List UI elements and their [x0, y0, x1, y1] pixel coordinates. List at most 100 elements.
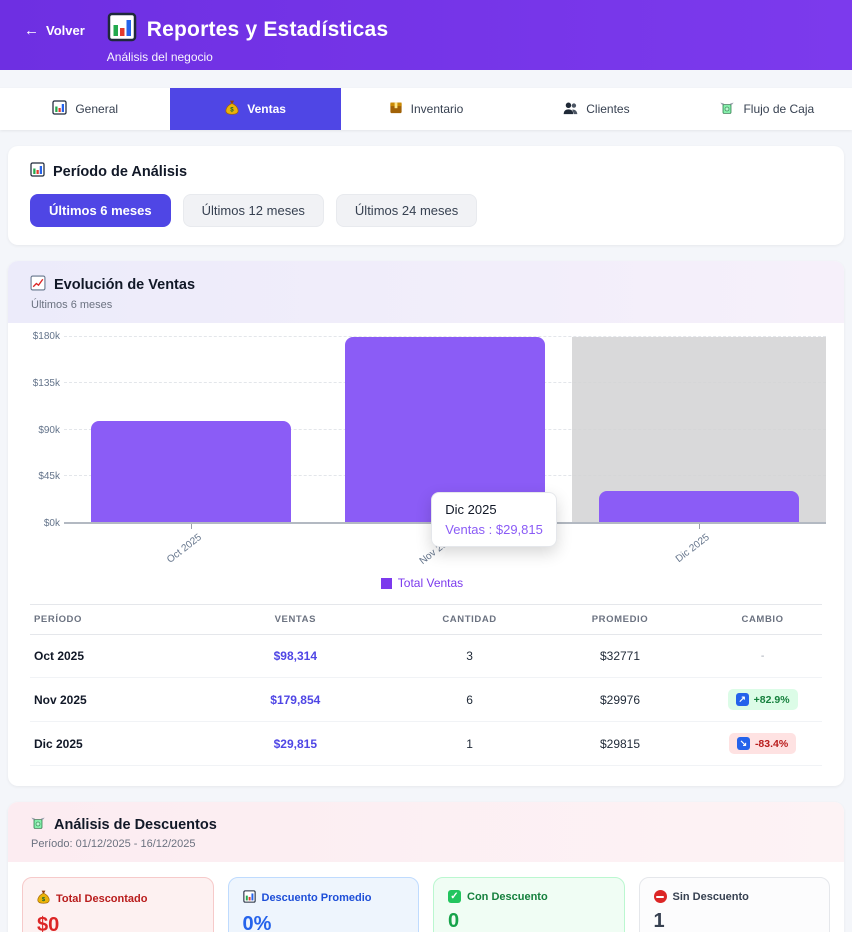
money-bag-icon: $ — [225, 100, 239, 118]
cell-periodo: Dic 2025 — [30, 721, 189, 766]
package-icon — [389, 100, 403, 118]
tab-flujo-caja[interactable]: Flujo de Caja — [682, 88, 852, 130]
cell-promedio: $29976 — [536, 677, 704, 722]
sales-section-title: Evolución de Ventas — [54, 277, 196, 293]
y-tick-label: $90k — [38, 424, 60, 436]
cell-ventas: $29,815 — [188, 721, 403, 766]
period-24m-button[interactable]: Últimos 24 meses — [335, 194, 478, 227]
stat-card-sin-descuento: Sin Descuento 1 100.0% del total — [638, 877, 830, 932]
discount-section-subtitle: Período: 01/12/2025 - 16/12/2025 — [31, 838, 196, 850]
sales-section-subtitle: Últimos 6 meses — [31, 299, 113, 311]
back-arrow-icon: ← — [24, 22, 39, 39]
tab-general[interactable]: General — [0, 88, 170, 130]
discount-card-header: Análisis de Descuentos Período: 01/12/20… — [8, 802, 844, 862]
y-tick-label: $180k — [32, 331, 60, 342]
stat-card-descuento-promedio: Descuento Promedio 0% — [227, 877, 419, 932]
cell-cantidad: 6 — [402, 677, 537, 722]
chart-increasing-icon — [30, 275, 46, 295]
money-wings-icon — [719, 101, 735, 118]
period-card: Período de Análisis Últimos 6 meses Últi… — [8, 146, 844, 245]
check-icon: ✓ — [448, 890, 461, 903]
cell-periodo: Oct 2025 — [30, 634, 189, 678]
sales-card-header: Evolución de Ventas Últimos 6 meses — [8, 261, 844, 323]
chart-plot-area: Dic 2025 Ventas : $29,815 — [64, 336, 826, 547]
cell-promedio: $32771 — [536, 634, 704, 678]
bar-chart-icon — [242, 890, 256, 906]
back-label: Volver — [46, 23, 85, 38]
tab-label: Inventario — [410, 102, 464, 116]
period-6m-button[interactable]: Últimos 6 meses — [30, 194, 171, 227]
tab-label: General — [75, 102, 119, 116]
sales-evolution-card: Evolución de Ventas Últimos 6 meses $0k $… — [8, 261, 844, 786]
legend-swatch-icon — [380, 577, 392, 589]
change-badge: - — [753, 646, 773, 666]
tab-label: Flujo de Caja — [743, 102, 815, 116]
change-badge: ↗ +82.9% — [727, 689, 798, 710]
x-tick — [191, 524, 192, 529]
page-subtitle: Análisis del negocio — [106, 50, 213, 64]
trend-arrow-icon: ↘ — [736, 737, 750, 750]
sales-table: Período Ventas Cantidad Promedio Cambio … — [30, 604, 822, 766]
col-cantidad: Cantidad — [402, 604, 537, 635]
x-tick — [699, 524, 700, 529]
discount-section-title: Análisis de Descuentos — [54, 817, 217, 833]
stat-value: $0 — [37, 914, 60, 932]
bar-chart-icon — [52, 100, 67, 118]
stat-label: Con Descuento — [467, 890, 548, 903]
bar-chart-icon — [107, 12, 137, 47]
legend-label: Total Ventas — [397, 576, 464, 590]
y-axis-labels: $0k $45k $90k $135k $180k — [18, 331, 64, 529]
bar-oct-2025[interactable] — [90, 420, 292, 522]
period-12m-button[interactable]: Últimos 12 meses — [182, 194, 324, 227]
stat-card-con-descuento: ✓ Con Descuento 0 0% del total — [433, 877, 625, 932]
bar-dic-2025[interactable] — [598, 491, 800, 522]
tab-ventas[interactable]: $ Ventas — [170, 88, 341, 130]
table-row: Dic 2025 $29,815 1 $29815 ↘ -83.4% — [30, 721, 822, 766]
cell-periodo: Nov 2025 — [30, 677, 189, 722]
stat-value: 0% — [242, 913, 272, 932]
chart-hover-band — [572, 337, 826, 522]
tab-inventario[interactable]: Inventario — [341, 88, 511, 130]
y-tick-label: $135k — [32, 377, 60, 389]
tooltip-value: Ventas : $29,815 — [445, 522, 543, 537]
tooltip-title: Dic 2025 — [445, 502, 497, 517]
stat-value: 1 — [653, 910, 665, 932]
bar-nov-2025[interactable] — [344, 337, 546, 522]
stat-label: Descuento Promedio — [261, 892, 372, 904]
table-row: Nov 2025 $179,854 6 $29976 ↗ +82.9% — [30, 677, 822, 722]
stat-label: Total Descontado — [56, 892, 148, 905]
stat-card-total-descontado: $ Total Descontado $0 — [22, 877, 214, 932]
money-wings-icon — [30, 816, 46, 834]
col-ventas: Ventas — [188, 604, 403, 635]
cell-cantidad: 1 — [402, 721, 537, 766]
back-button[interactable]: ← Volver — [24, 22, 85, 39]
period-section-title-row: Período de Análisis — [30, 162, 822, 181]
col-cambio: Cambio — [703, 604, 822, 635]
y-tick-label: $45k — [38, 471, 60, 483]
no-entry-icon — [653, 890, 667, 903]
money-bag-icon: $ — [37, 890, 50, 907]
trend-arrow-icon: ↗ — [735, 693, 749, 706]
cell-ventas: $179,854 — [188, 677, 403, 722]
change-value: - — [760, 650, 765, 662]
tab-label: Clientes — [586, 102, 630, 116]
discount-analysis-card: Análisis de Descuentos Período: 01/12/20… — [8, 802, 844, 932]
chart-legend: Total Ventas — [18, 566, 826, 598]
change-value: +82.9% — [753, 693, 790, 706]
bar-chart-icon — [30, 162, 45, 181]
table-header-row: Período Ventas Cantidad Promedio Cambio — [30, 604, 822, 635]
tab-label: Ventas — [247, 102, 286, 116]
col-promedio: Promedio — [536, 604, 704, 635]
x-tick-label: Dic 2025 — [673, 532, 712, 565]
sales-bar-chart: $0k $45k $90k $135k $180k Dic 2025 Ventas : … — [8, 323, 844, 598]
cell-promedio: $29815 — [536, 721, 704, 766]
cell-cantidad: 3 — [402, 634, 537, 678]
table-row: Oct 2025 $98,314 3 $32771 - — [30, 634, 822, 678]
tab-clientes[interactable]: Clientes — [511, 88, 681, 130]
change-value: -83.4% — [754, 737, 789, 750]
cell-ventas: $98,314 — [188, 634, 403, 678]
discount-stats-row: $ Total Descontado $0 Descuento Promedio… — [8, 862, 844, 932]
x-tick-label: Oct 2025 — [165, 532, 204, 566]
svg-text:$: $ — [231, 107, 235, 114]
page-title: Reportes y Estadísticas — [146, 17, 389, 41]
